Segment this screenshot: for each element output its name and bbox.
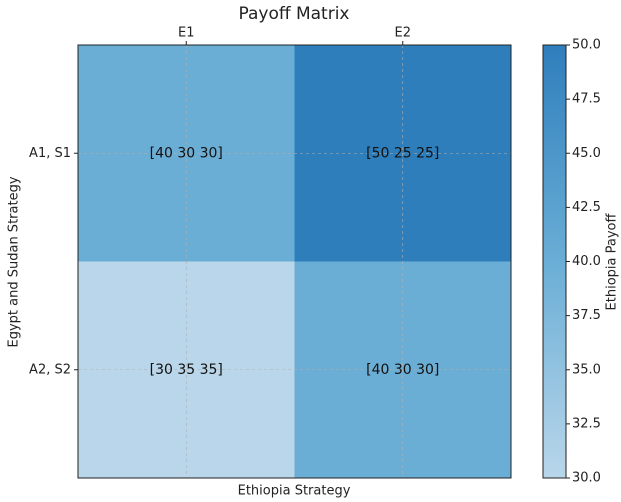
colorbar-tick-label: 30.0: [572, 471, 601, 486]
y-tick-label: A1, S1: [29, 146, 71, 161]
chart-title: Payoff Matrix: [238, 4, 349, 24]
x-tick-label: E1: [178, 26, 195, 41]
cell-label: [50 25 25]: [366, 145, 439, 161]
cell-label: [40 30 30]: [150, 145, 223, 161]
colorbar-tick-label: 35.0: [572, 362, 601, 377]
colorbar-tick-label: 40.0: [572, 254, 601, 269]
colorbar-tick-label: 32.5: [572, 416, 601, 431]
y-axis-label: Egypt and Sudan Strategy: [7, 176, 22, 347]
colorbar-tick-label: 37.5: [572, 308, 601, 323]
x-tick-label: E2: [395, 26, 412, 41]
colorbar-tick-label: 47.5: [572, 92, 601, 107]
plot-frame: [77, 44, 512, 479]
x-axis-label: Ethiopia Strategy: [238, 484, 351, 499]
colorbar: [542, 44, 567, 479]
colorbar-tick-label: 45.0: [572, 146, 601, 161]
cell-label: [30 35 35]: [150, 362, 223, 378]
colorbar-tick-label: 50.0: [572, 38, 601, 53]
colorbar-tick-label: 42.5: [572, 200, 601, 215]
colorbar-label: Ethiopia Payoff: [605, 213, 620, 311]
cell-label: [40 30 30]: [366, 362, 439, 378]
y-tick-label: A2, S2: [29, 362, 71, 377]
